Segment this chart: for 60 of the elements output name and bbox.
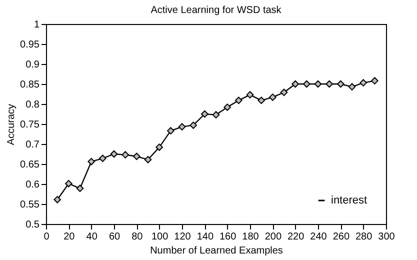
x-tick-label: 60 xyxy=(108,232,120,242)
point xyxy=(178,123,186,130)
x-tick-label: 0 xyxy=(44,232,50,242)
point xyxy=(224,104,231,111)
point xyxy=(201,110,208,118)
point xyxy=(212,111,220,118)
point xyxy=(246,91,254,98)
point xyxy=(269,94,276,101)
point xyxy=(371,77,378,84)
chart-title: Active Learning for WSD task xyxy=(150,5,282,16)
point xyxy=(292,80,299,88)
point xyxy=(156,144,163,151)
point xyxy=(133,152,140,160)
x-tick-label: 20 xyxy=(64,232,76,242)
point xyxy=(144,156,152,164)
y-tick-label: 0.85 xyxy=(20,80,40,90)
y-tick-label: 0.65 xyxy=(20,160,40,170)
point xyxy=(303,80,310,88)
y-axis-title: Accuracy xyxy=(6,104,18,146)
point xyxy=(65,180,72,188)
x-axis-title: Number of Learned Examples xyxy=(150,246,283,256)
x-tick-label: 100 xyxy=(151,232,169,242)
point xyxy=(337,80,344,88)
x-tick-label: 200 xyxy=(264,232,282,242)
x-tick-label: 300 xyxy=(378,232,396,242)
x-tick-label: 240 xyxy=(310,232,328,242)
x-tick-label: 180 xyxy=(242,232,260,242)
point xyxy=(167,127,174,134)
point xyxy=(190,122,197,129)
x-tick-label: 80 xyxy=(132,232,144,242)
x-tick-label: 120 xyxy=(174,232,192,242)
legend-label: interest xyxy=(331,194,368,206)
point xyxy=(348,83,356,90)
y-tick-label: 1 xyxy=(34,20,40,30)
point xyxy=(258,96,265,104)
x-tick-label: 40 xyxy=(86,232,98,242)
point xyxy=(54,196,61,204)
x-tick-label: 160 xyxy=(219,232,237,242)
y-tick-label: 0.95 xyxy=(20,40,40,50)
point xyxy=(110,150,118,158)
y-tick-label: 0.7 xyxy=(26,140,40,150)
point xyxy=(235,96,242,104)
x-tick-label: 220 xyxy=(287,232,305,242)
point xyxy=(326,80,333,88)
point xyxy=(99,154,106,162)
y-tick-label: 0.9 xyxy=(26,60,40,70)
point xyxy=(314,80,322,88)
y-tick-label: 0.6 xyxy=(26,180,40,190)
point xyxy=(360,79,367,86)
y-tick-label: 0.75 xyxy=(20,120,40,130)
y-tick-label: 0.5 xyxy=(26,220,40,230)
y-tick-label: 0.55 xyxy=(20,200,40,210)
point xyxy=(280,88,288,96)
y-tick-label: 0.8 xyxy=(26,100,40,110)
x-tick-label: 140 xyxy=(196,232,214,242)
x-tick-label: 280 xyxy=(355,232,373,242)
point xyxy=(76,184,84,192)
x-tick-label: 260 xyxy=(332,232,350,242)
point xyxy=(122,151,129,158)
point xyxy=(88,158,95,166)
